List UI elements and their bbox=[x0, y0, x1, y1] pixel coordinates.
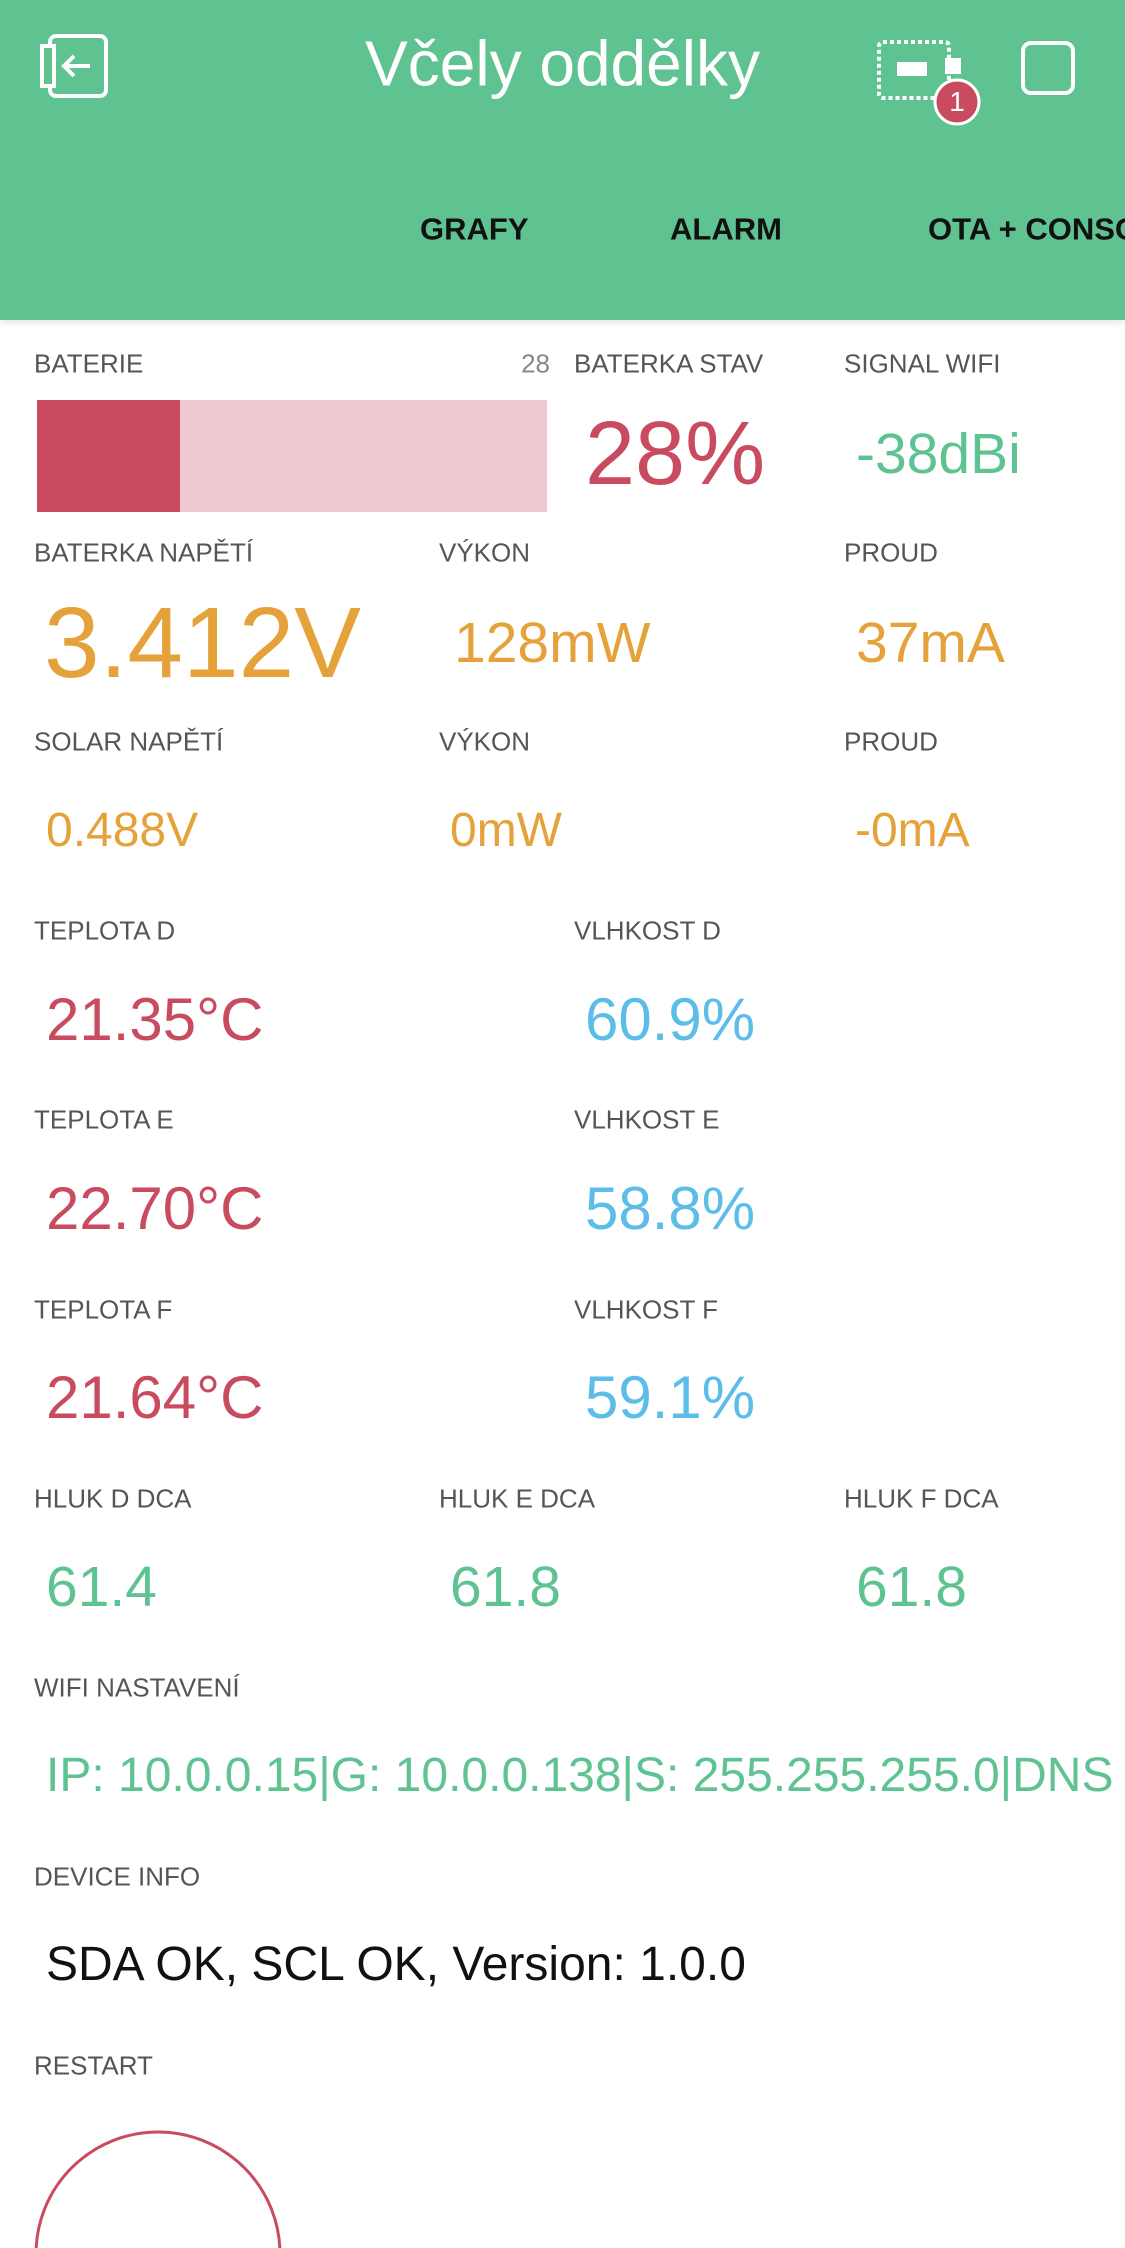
tab[interactable]: GRAFY bbox=[420, 211, 529, 247]
widget-value: 0.488V bbox=[46, 804, 199, 858]
widget-value: 3.412V bbox=[44, 587, 361, 699]
widget-label: PROUD bbox=[844, 726, 938, 757]
widget-label: VLHKOST E bbox=[574, 1104, 720, 1135]
widget-label: HLUK D DCA bbox=[34, 1483, 192, 1514]
header: Včely oddělky 1 GRAFY ALARM OTA + CONSO bbox=[0, 0, 1125, 320]
widget-value: 61.8 bbox=[450, 1554, 561, 1619]
widget-label: HLUK F DCA bbox=[844, 1483, 999, 1514]
widget-value: 37mA bbox=[856, 610, 1005, 675]
widget-label: VÝKON bbox=[439, 726, 531, 757]
widget-label: SOLAR NAPĚTÍ bbox=[34, 726, 224, 757]
widget-value: 61.8 bbox=[856, 1554, 967, 1619]
gauge-value: 28 bbox=[521, 348, 550, 379]
widget-label: RESTART bbox=[34, 2050, 153, 2081]
widget-value: 59.1% bbox=[585, 1364, 756, 1431]
widget-label: TEPLOTA E bbox=[34, 1104, 174, 1135]
widget-label: VLHKOST D bbox=[574, 915, 721, 946]
widget-value: 21.35°C bbox=[46, 986, 264, 1053]
widget-label: BATERKA STAV bbox=[574, 348, 764, 379]
widget-value: 0mW bbox=[450, 804, 562, 858]
widget-label: DEVICE INFO bbox=[34, 1861, 201, 1892]
gauge-fill bbox=[37, 400, 180, 512]
widget-value: -0mA bbox=[855, 804, 970, 858]
widget-value: IP: 10.0.0.15|G: 10.0.0.138|S: 255.255.2… bbox=[46, 1749, 1116, 1803]
widget-label: WIFI NASTAVENÍ bbox=[34, 1672, 240, 1703]
widget-label: BATERIE bbox=[34, 348, 144, 379]
back-icon[interactable] bbox=[40, 32, 114, 102]
widget-value: 60.9% bbox=[585, 986, 756, 1053]
button-ring[interactable] bbox=[34, 2130, 282, 2248]
widget-value: 28% bbox=[585, 404, 766, 504]
widget-label: VLHKOST F bbox=[574, 1294, 719, 1325]
title: Včely oddělky bbox=[365, 27, 760, 100]
device-icon[interactable] bbox=[875, 38, 985, 128]
restart-button[interactable] bbox=[10, 2128, 310, 2248]
widget-value: -38dBi bbox=[856, 421, 1021, 486]
widget-value: 61.4 bbox=[46, 1554, 157, 1619]
widget-label: PROUD bbox=[844, 537, 938, 568]
widget-label: SIGNAL WIFI bbox=[844, 348, 1001, 379]
widget-value: SDA OK, SCL OK, Version: 1.0.0 bbox=[46, 1938, 746, 1992]
widget-value: 128mW bbox=[454, 610, 651, 675]
tab[interactable]: ALARM bbox=[670, 211, 782, 247]
widget-label: HLUK E DCA bbox=[439, 1483, 596, 1514]
widget-label: BATERKA NAPĚTÍ bbox=[34, 537, 254, 568]
menu-icon[interactable] bbox=[1020, 40, 1076, 96]
widget-label: TEPLOTA D bbox=[34, 915, 176, 946]
widget-value: 58.8% bbox=[585, 1175, 756, 1242]
badge: 1 bbox=[949, 86, 965, 118]
widget-value: 21.64°C bbox=[46, 1364, 264, 1431]
widget-label: VÝKON bbox=[439, 537, 531, 568]
tab[interactable]: OTA + CONSO bbox=[928, 211, 1125, 247]
widget-label: TEPLOTA F bbox=[34, 1294, 173, 1325]
widget-value: 22.70°C bbox=[46, 1175, 264, 1242]
